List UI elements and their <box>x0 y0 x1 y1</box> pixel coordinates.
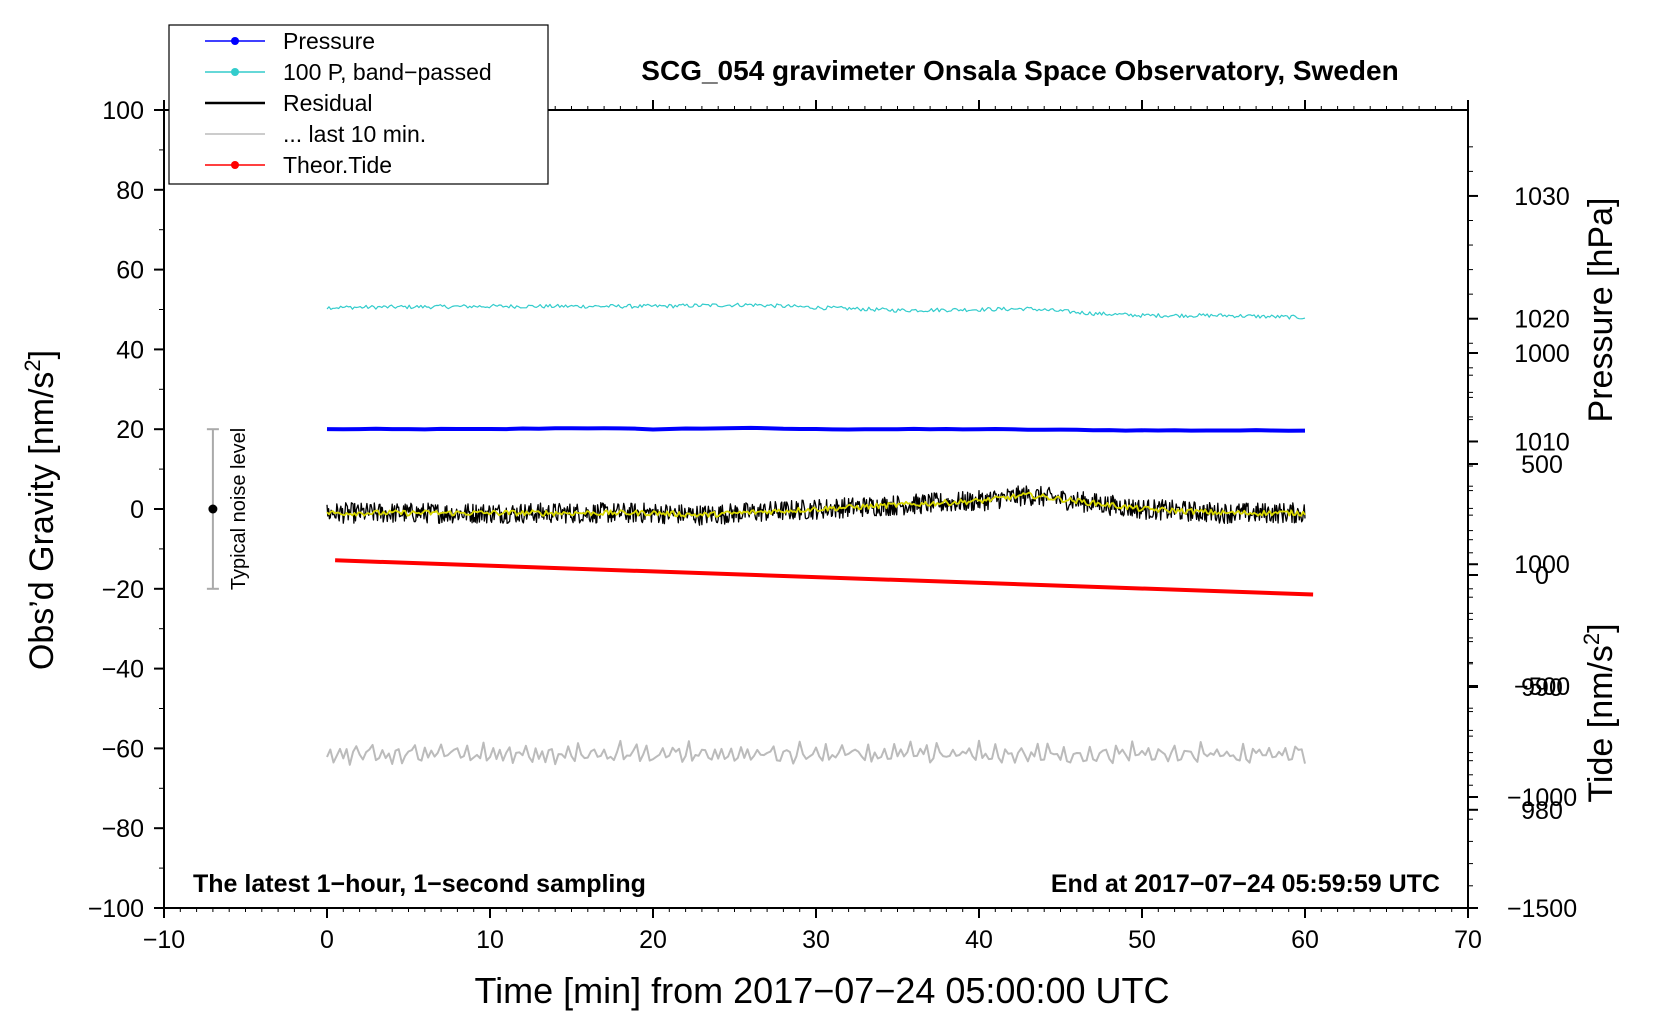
pressure-axis-label: Pressure [hPa] <box>1582 198 1620 423</box>
x-tick-label: 10 <box>476 926 504 954</box>
annotation-bottom-left: The latest 1−hour, 1−second sampling <box>193 870 646 898</box>
series-line-pressure <box>326 425 1306 433</box>
pressure-tick-label: 990 <box>1521 674 1563 702</box>
x-tick-label: 50 <box>1128 926 1156 954</box>
y-tick-label: 0 <box>130 496 144 524</box>
tide-tick-label: 500 <box>1521 451 1563 479</box>
tide-axis-label-main: Tide [nm/s <box>1582 645 1620 802</box>
y-tick-label: −60 <box>102 735 144 763</box>
tide-tick-label: 1000 <box>1514 340 1570 368</box>
x-tick-label: 20 <box>639 926 667 954</box>
pressure-axis: 980 990 1000 1010 1020 1030 <box>1468 146 1570 825</box>
legend-marker <box>231 37 239 45</box>
legend-label: Theor.Tide <box>283 152 392 178</box>
x-tick-label: 70 <box>1454 926 1482 954</box>
legend: Pressure 100 P, band−passed Residual ... la… <box>168 24 549 185</box>
series-line-theor-tide <box>335 558 1314 597</box>
x-tick-label: 60 <box>1291 926 1319 954</box>
y-tick-label: −100 <box>88 895 144 923</box>
y-tick-label: 20 <box>116 416 144 444</box>
y-tick-label: 40 <box>116 336 144 364</box>
y-tick-label: 80 <box>116 177 144 205</box>
series-line-residual-smoothed <box>326 491 1306 518</box>
x-tick-label: −10 <box>143 926 185 954</box>
x-tick-label: 40 <box>965 926 993 954</box>
legend-marker <box>231 161 239 169</box>
tide-axis-label-sup: 2 <box>1579 633 1604 645</box>
y-tick-label: −40 <box>102 656 144 684</box>
y-axis-label-main: Obs’d Gravity [nm/s <box>23 372 61 671</box>
tide-tick-label: −1000 <box>1507 784 1577 812</box>
tide-tick-label: 0 <box>1535 562 1549 590</box>
tide-axis: −1500 −1000 −500 0 500 1000 <box>1468 340 1577 923</box>
series-line-residual <box>326 485 1306 526</box>
pressure-tick-label: 1010 <box>1514 428 1570 456</box>
series-line-last-10-min <box>326 739 1306 766</box>
tide-tick-label: −1500 <box>1507 895 1577 923</box>
pressure-tick-label: 980 <box>1521 797 1563 825</box>
annotation-bottom-right: End at 2017−07−24 05:59:59 UTC <box>1051 870 1440 898</box>
noise-center-dot <box>208 504 218 514</box>
tide-axis-label-end: ] <box>1582 623 1620 632</box>
series-group <box>326 302 1314 766</box>
y-tick-label: −80 <box>102 815 144 843</box>
noise-level-indicator: Typical noise level <box>206 428 250 590</box>
pressure-tick-label: 1000 <box>1514 551 1570 579</box>
legend-label: ... last 10 min. <box>283 121 426 147</box>
x-tick-label: 0 <box>320 926 334 954</box>
pressure-tick-label: 1020 <box>1514 306 1570 334</box>
y-axis-label: Obs’d Gravity [nm/s2] <box>20 350 61 670</box>
time-axis: −10 0 10 20 30 40 50 60 70 <box>143 100 1482 954</box>
y-axis-label-sup: 2 <box>20 359 45 371</box>
legend-label: 100 P, band−passed <box>283 59 492 85</box>
legend-marker <box>231 68 239 76</box>
tide-tick-label: −500 <box>1514 673 1570 701</box>
x-axis-label: Time [min] from 2017−07−24 05:00:00 UTC <box>474 970 1169 1011</box>
y-tick-label: 60 <box>116 257 144 285</box>
legend-box <box>168 24 549 185</box>
series-line-100-p-band-passed <box>326 302 1306 320</box>
chart-title: SCG_054 gravimeter Onsala Space Observat… <box>641 55 1398 86</box>
y-tick-label: 100 <box>102 97 144 125</box>
legend-label: Pressure <box>283 28 375 54</box>
y-axis-label-end: ] <box>23 350 61 359</box>
pressure-tick-label: 1030 <box>1514 183 1570 211</box>
tide-axis-label: Tide [nm/s2] <box>1579 623 1620 802</box>
noise-label: Typical noise level <box>228 428 250 590</box>
gravity-axis: −100 −80 −60 −40 −20 0 20 40 60 80 100 <box>88 97 164 923</box>
x-tick-label: 30 <box>802 926 830 954</box>
legend-label: Residual <box>283 90 373 116</box>
y-tick-label: −20 <box>102 576 144 604</box>
